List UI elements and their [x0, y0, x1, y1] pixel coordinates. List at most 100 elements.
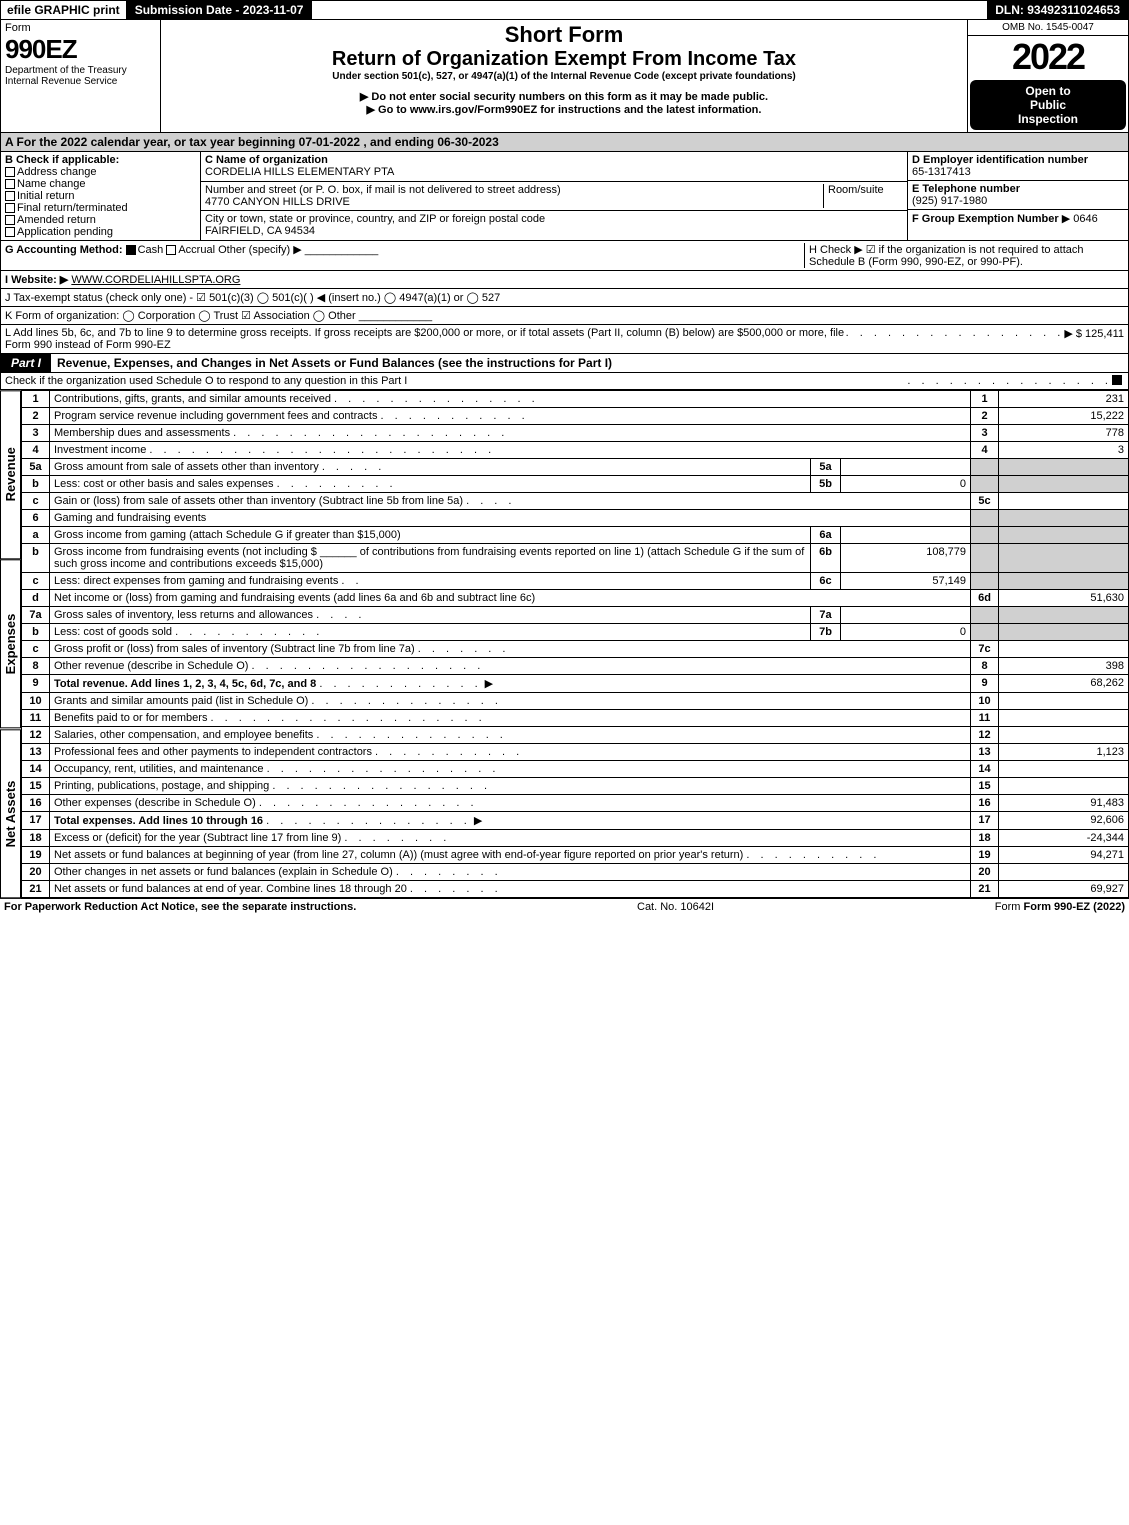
- side-revenue: Revenue: [0, 390, 21, 559]
- g-label: G Accounting Method:: [5, 244, 123, 256]
- dln-label: DLN: 93492311024653: [987, 1, 1128, 19]
- website-value[interactable]: WWW.CORDELIAHILLSPTA.ORG: [71, 274, 240, 286]
- dept-treasury: Department of the Treasury Internal Reve…: [5, 65, 156, 87]
- check-accrual-icon[interactable]: [166, 245, 176, 255]
- footer-form: Form Form 990-EZ (2022): [995, 901, 1125, 913]
- line-7b: bLess: cost of goods sold . . . . . . . …: [22, 624, 1129, 641]
- b-title: B Check if applicable:: [5, 154, 196, 166]
- main-title: Return of Organization Exempt From Incom…: [165, 48, 963, 71]
- line-6: 6Gaming and fundraising events: [22, 510, 1129, 527]
- open-to: Open to: [974, 84, 1122, 98]
- line-1: 1Contributions, gifts, grants, and simil…: [22, 391, 1129, 408]
- street-value: 4770 CANYON HILLS DRIVE: [205, 196, 350, 208]
- form-word: Form: [5, 22, 156, 34]
- line-6c: cLess: direct expenses from gaming and f…: [22, 573, 1129, 590]
- check-final[interactable]: Final return/terminated: [5, 202, 196, 214]
- street-label: Number and street (or P. O. box, if mail…: [205, 184, 561, 196]
- top-bar: efile GRAPHIC print Submission Date - 20…: [0, 0, 1129, 20]
- side-netassets: Net Assets: [0, 729, 21, 898]
- open-public-badge: Open to Public Inspection: [970, 80, 1126, 130]
- g-other: Other (specify) ▶: [218, 244, 302, 256]
- footer-cat: Cat. No. 10642I: [637, 901, 714, 913]
- line-2: 2Program service revenue including gover…: [22, 408, 1129, 425]
- line-12: 12Salaries, other compensation, and empl…: [22, 727, 1129, 744]
- form-id-col: Form 990EZ Department of the Treasury In…: [1, 20, 161, 132]
- part1-header: Part I Revenue, Expenses, and Changes in…: [0, 354, 1129, 373]
- k-text: K Form of organization: ◯ Corporation ◯ …: [5, 310, 356, 322]
- title-col: Short Form Return of Organization Exempt…: [161, 20, 968, 132]
- line-7c: cGross profit or (loss) from sales of in…: [22, 641, 1129, 658]
- instr-ssn: ▶ Do not enter social security numbers o…: [165, 90, 963, 103]
- line-9: 9Total revenue. Add lines 1, 2, 3, 4, 5c…: [22, 675, 1129, 693]
- check-cash-icon[interactable]: [126, 245, 136, 255]
- omb-number: OMB No. 1545-0047: [968, 20, 1128, 36]
- phone-value: (925) 917-1980: [912, 195, 987, 207]
- section-b-checkboxes: B Check if applicable: Address change Na…: [1, 152, 201, 240]
- org-name-cell: C Name of organization CORDELIA HILLS EL…: [201, 152, 907, 182]
- instr-goto: ▶ Go to www.irs.gov/Form990EZ for instru…: [165, 103, 963, 116]
- line-19: 19Net assets or fund balances at beginni…: [22, 847, 1129, 864]
- line-21: 21Net assets or fund balances at end of …: [22, 881, 1129, 898]
- row-k-orgtype: K Form of organization: ◯ Corporation ◯ …: [0, 307, 1129, 325]
- section-a-period: A For the 2022 calendar year, or tax yea…: [0, 133, 1129, 152]
- footer-left: For Paperwork Reduction Act Notice, see …: [4, 901, 356, 913]
- check-amended[interactable]: Amended return: [5, 214, 196, 226]
- l-text: L Add lines 5b, 6c, and 7b to line 9 to …: [5, 327, 846, 351]
- line-4: 4Investment income . . . . . . . . . . .…: [22, 442, 1129, 459]
- e-phone: E Telephone number (925) 917-1980: [908, 181, 1128, 210]
- e-label: E Telephone number: [912, 183, 1020, 195]
- part1-check-icon[interactable]: [1112, 375, 1122, 385]
- line-3: 3Membership dues and assessments . . . .…: [22, 425, 1129, 442]
- line-16: 16Other expenses (describe in Schedule O…: [22, 795, 1129, 812]
- g-accrual: Accrual: [178, 244, 215, 256]
- tax-year: 2022: [968, 36, 1128, 78]
- lines-table: 1Contributions, gifts, grants, and simil…: [21, 390, 1129, 898]
- check-initial[interactable]: Initial return: [5, 190, 196, 202]
- info-grid: B Check if applicable: Address change Na…: [0, 152, 1129, 241]
- line-15: 15Printing, publications, postage, and s…: [22, 778, 1129, 795]
- f-value: ▶ 0646: [1062, 213, 1098, 225]
- check-name[interactable]: Name change: [5, 178, 196, 190]
- submission-date: Submission Date - 2023-11-07: [127, 1, 313, 19]
- inspection: Inspection: [974, 112, 1122, 126]
- dots-icon: . . . . . . . . . . . . . . .: [907, 375, 1112, 387]
- street-cell: Number and street (or P. O. box, if mail…: [201, 182, 907, 212]
- side-labels: Revenue Expenses Net Assets: [0, 390, 21, 898]
- j-text: J Tax-exempt status (check only one) - ☑…: [5, 292, 500, 304]
- form-header: Form 990EZ Department of the Treasury In…: [0, 20, 1129, 133]
- line-17: 17Total expenses. Add lines 10 through 1…: [22, 812, 1129, 830]
- line-6a: aGross income from gaming (attach Schedu…: [22, 527, 1129, 544]
- c-label: C Name of organization: [205, 154, 328, 166]
- row-j-status: J Tax-exempt status (check only one) - ☑…: [0, 289, 1129, 307]
- f-label: F Group Exemption Number: [912, 213, 1059, 225]
- check-address[interactable]: Address change: [5, 166, 196, 178]
- city-value: FAIRFIELD, CA 94534: [205, 225, 315, 237]
- part1-check-o: Check if the organization used Schedule …: [0, 373, 1129, 390]
- org-name: CORDELIA HILLS ELEMENTARY PTA: [205, 166, 394, 178]
- row-gh: G Accounting Method: Cash Accrual Other …: [0, 241, 1129, 271]
- line-7a: 7aGross sales of inventory, less returns…: [22, 607, 1129, 624]
- check-pending[interactable]: Application pending: [5, 226, 196, 238]
- section-def: D Employer identification number 65-1317…: [908, 152, 1128, 240]
- subtitle: Under section 501(c), 527, or 4947(a)(1)…: [165, 71, 963, 82]
- line-8: 8Other revenue (describe in Schedule O) …: [22, 658, 1129, 675]
- city-cell: City or town, state or province, country…: [201, 211, 907, 240]
- part1-check-text: Check if the organization used Schedule …: [5, 375, 907, 387]
- part1-title: Revenue, Expenses, and Changes in Net As…: [51, 354, 618, 372]
- line-6d: dNet income or (loss) from gaming and fu…: [22, 590, 1129, 607]
- g-cash: Cash: [138, 244, 164, 256]
- row-i-website: I Website: ▶ WWW.CORDELIAHILLSPTA.ORG: [0, 271, 1129, 289]
- line-14: 14Occupancy, rent, utilities, and mainte…: [22, 761, 1129, 778]
- line-5b: bLess: cost or other basis and sales exp…: [22, 476, 1129, 493]
- d-ein: D Employer identification number 65-1317…: [908, 152, 1128, 181]
- line-5a: 5aGross amount from sale of assets other…: [22, 459, 1129, 476]
- h-text: H Check ▶ ☑ if the organization is not r…: [809, 244, 1084, 268]
- room-label: Room/suite: [828, 184, 884, 196]
- h-schedule-b: H Check ▶ ☑ if the organization is not r…: [804, 243, 1124, 268]
- right-col: OMB No. 1545-0047 2022 Open to Public In…: [968, 20, 1128, 132]
- efile-label[interactable]: efile GRAPHIC print: [1, 1, 127, 19]
- ein-value: 65-1317413: [912, 166, 971, 178]
- dots-icon: . . . . . . . . . . . . . . . .: [846, 327, 1065, 351]
- public: Public: [974, 98, 1122, 112]
- i-label: I Website: ▶: [5, 274, 68, 286]
